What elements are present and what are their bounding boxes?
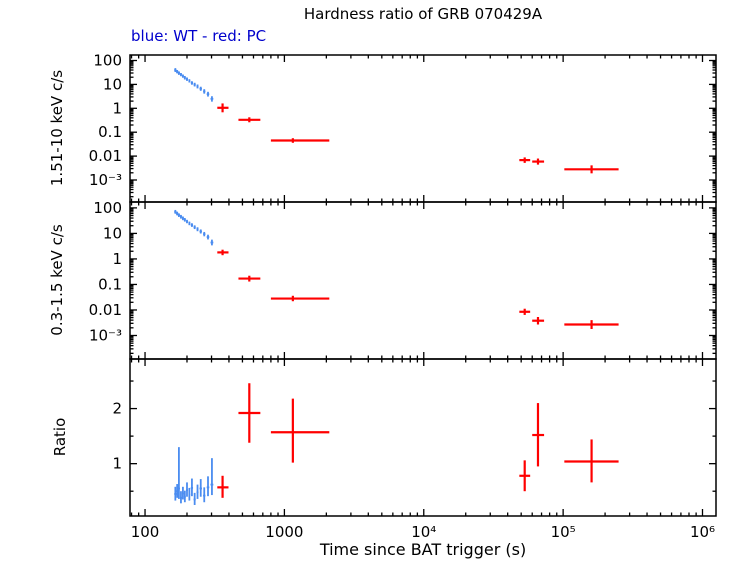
- y-tick-label: 10⁻³: [89, 326, 122, 344]
- x-tick-label: 10⁶: [690, 523, 715, 541]
- chart-title: Hardness ratio of GRB 070429A: [303, 5, 543, 23]
- y-tick-label: 10⁻³: [89, 171, 122, 189]
- y-tick-label: 0.1: [98, 123, 122, 141]
- y-tick-label: 1: [112, 250, 122, 268]
- y-tick-label: 100: [93, 52, 122, 70]
- y-tick-label: 100: [93, 199, 122, 217]
- series-wt-panel-0: [174, 68, 214, 102]
- y-tick-label: 10: [103, 224, 122, 242]
- y-tick-label: 10: [103, 75, 122, 93]
- series-pc-panel-0: [217, 103, 619, 174]
- y-tick-label: 0.01: [89, 147, 122, 165]
- panel-2: 21: [112, 358, 717, 517]
- series-pc-panel-1: [217, 249, 619, 329]
- panel-0: 100 10 1 0.1 0.01 10⁻³: [89, 52, 717, 203]
- chart-subtitle-legend: blue: WT - red: PC: [131, 27, 267, 45]
- x-tick-label: 10⁵: [551, 523, 576, 541]
- x-tick-label: 10⁴: [411, 523, 436, 541]
- x-axis-label: Time since BAT trigger (s): [319, 540, 527, 559]
- y-tick-label: 2: [112, 400, 122, 418]
- x-tick-label: 100: [131, 523, 160, 541]
- series-pc-panel-2: [217, 383, 619, 498]
- y-tick-label: 0.01: [89, 301, 122, 319]
- series-wt-panel-2: [174, 447, 214, 505]
- y-tick-label: 1: [112, 99, 122, 117]
- x-tick-label: 1000: [265, 523, 303, 541]
- y-tick-label: 1: [112, 455, 122, 473]
- panel-1: 100 10 1 0.1 0.01 10⁻³: [89, 199, 717, 360]
- y-tick-label: 0.1: [98, 275, 122, 293]
- series-wt-panel-1: [174, 209, 214, 246]
